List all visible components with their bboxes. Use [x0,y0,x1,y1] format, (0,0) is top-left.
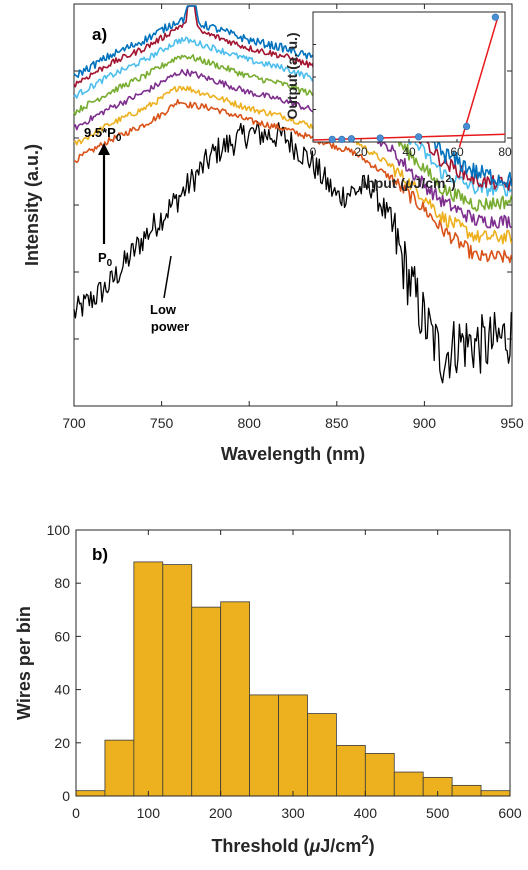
inset-x-ticks: 0 20 40 60 80 [310,139,512,159]
power-arrow-head [98,143,110,155]
histogram-bar-0 [75,790,106,797]
spectrum-series-1 [73,99,513,264]
chart-b-x-tick-label: 200 [209,805,233,821]
histogram-bar-9 [335,745,366,797]
chart-a-y-ticks [74,70,512,340]
chart-a-x-tick-label: 900 [413,415,437,431]
inset-data-point [338,135,346,143]
histogram-bar-1 [104,739,135,797]
histogram-bar-13 [451,784,482,797]
chart-a-series-group [73,5,513,384]
chart-b-x-tick-label: 0 [72,805,80,821]
chart-a-x-axis-label: Wavelength (nm) [221,444,365,464]
histogram-bar-6 [249,694,279,797]
chart-b-x-axis-label: Threshold (μJ/cm2) [211,832,374,856]
inset-data-point [491,13,500,21]
chart-b-x-ticks: 0 100 200 300 400 500 600 [72,530,522,821]
power-bottom-label: P0 [98,250,113,269]
chart-a-x-tick-label: 850 [325,415,349,431]
chart-b-y-tick-label: 20 [54,735,70,751]
chart-a-x-tick-label: 950 [500,415,524,431]
inset-frame [312,11,506,143]
histogram-bar-8 [307,713,337,797]
chart-b-y-axis-label: Wires per bin [14,606,34,720]
chart-b-y-tick-label: 80 [54,575,70,591]
inset-data-point [463,122,471,130]
spectrum-series-0 [73,121,512,384]
inset-data-point [328,135,336,143]
chart-b-y-tick-label: 40 [54,682,70,698]
chart-b-x-tick-label: 600 [498,805,522,821]
inset-data-point [415,133,423,141]
inset-x-tick-label: 20 [354,145,368,159]
chart-b-x-tick-label: 300 [281,805,305,821]
inset-x-tick-label: 80 [498,145,512,159]
chart-a-x-ticks: 700 750 800 850 900 950 [62,4,524,431]
spectrum-series-3 [73,68,512,229]
inset-x-tick-label: 0 [310,145,317,159]
inset-x-tick-label: 60 [450,145,464,159]
chart-b-x-tick-label: 500 [426,805,450,821]
chart-a-x-tick-label: 700 [62,415,86,431]
power-top-label: 9.5*P0 [84,125,122,144]
histogram-bar-4 [191,606,222,797]
chart-b-bars [75,561,511,797]
histogram-bar-14 [480,790,511,797]
chart-a-x-tick-label: 800 [238,415,262,431]
low-power-label-line1: Low [150,302,177,317]
spectrum-series-6 [73,5,513,191]
inset-points [328,13,500,143]
chart-a-y-axis-label: Intensity (a.u.) [22,144,42,266]
chart-b-y-tick-label: 100 [47,522,71,538]
low-power-label-line2: power [151,319,189,334]
chart-b-panel-label: b) [92,545,108,564]
inset-data-point [347,135,356,143]
spectrum-series-2 [73,85,513,245]
chart-a-x-tick-label: 750 [150,415,174,431]
spectrum-series-5 [73,36,512,197]
histogram-bar-3 [162,564,193,797]
histogram-bar-2 [133,561,164,797]
low-power-pointer [163,255,172,299]
chart-b: 0 100 200 300 400 500 600 0 20 40 60 80 100 b) Thre… [14,522,522,856]
inset-x-axis-label: Input (μJ/cm2) [362,174,455,191]
chart-a-panel-label: a) [92,25,107,44]
chart-b-y-tick-label: 60 [54,628,70,644]
chart-a-inset: 0 20 40 60 80 Input (μJ/cm2) Output (a. u.) [284,11,512,191]
inset-data-point [376,134,384,142]
inset-y-axis-label: Output (a. u.) [284,32,300,119]
histogram-bar-5 [220,601,251,797]
inset-y-ticks [313,44,316,110]
spectrum-series-4 [73,54,513,212]
histogram-bar-7 [278,694,308,797]
inset-x-tick-label: 40 [402,145,416,159]
histogram-bar-10 [364,753,395,797]
chart-b-y-ticks: 0 20 40 60 80 100 [47,522,510,804]
chart-b-x-tick-label: 400 [354,805,378,821]
chart-b-y-tick-label: 0 [62,788,70,804]
chart-b-x-tick-label: 100 [137,805,161,821]
histogram-bar-11 [393,771,424,797]
